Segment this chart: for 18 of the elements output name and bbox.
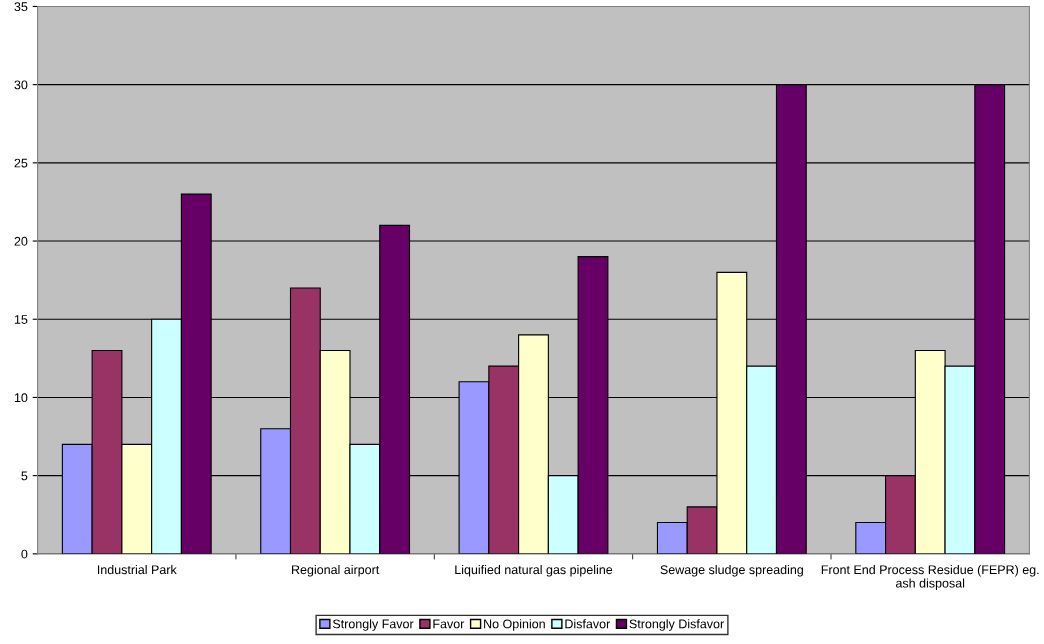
y-tick-label: 5 xyxy=(21,471,28,481)
legend-label: Strongly Disfavor xyxy=(629,619,724,631)
legend-label: No Opinion xyxy=(484,619,545,631)
legend-label: Strongly Favor xyxy=(332,619,414,631)
y-tick-label: 15 xyxy=(14,315,28,324)
x-tick-label: Sewage sludge spreading xyxy=(660,564,803,577)
y-tick-label: 20 xyxy=(14,236,28,246)
y-tick-label: 35 xyxy=(14,2,28,12)
y-tick-label: 0 xyxy=(21,549,28,559)
y-tick-label: 30 xyxy=(14,80,28,90)
legend-label: Disfavor xyxy=(565,619,611,629)
x-tick-label: Regional airport xyxy=(292,564,380,577)
legend-label: Favor xyxy=(433,619,465,629)
x-tick-label: Front End Process Residue (FEPR) eg. ash disposal xyxy=(821,564,1039,591)
y-tick-label: 25 xyxy=(14,158,28,168)
x-tick-label: Liquified natural gas pipeline xyxy=(455,564,613,577)
y-tick-label: 10 xyxy=(14,393,28,403)
x-tick-label: Industrial Park xyxy=(97,564,177,575)
